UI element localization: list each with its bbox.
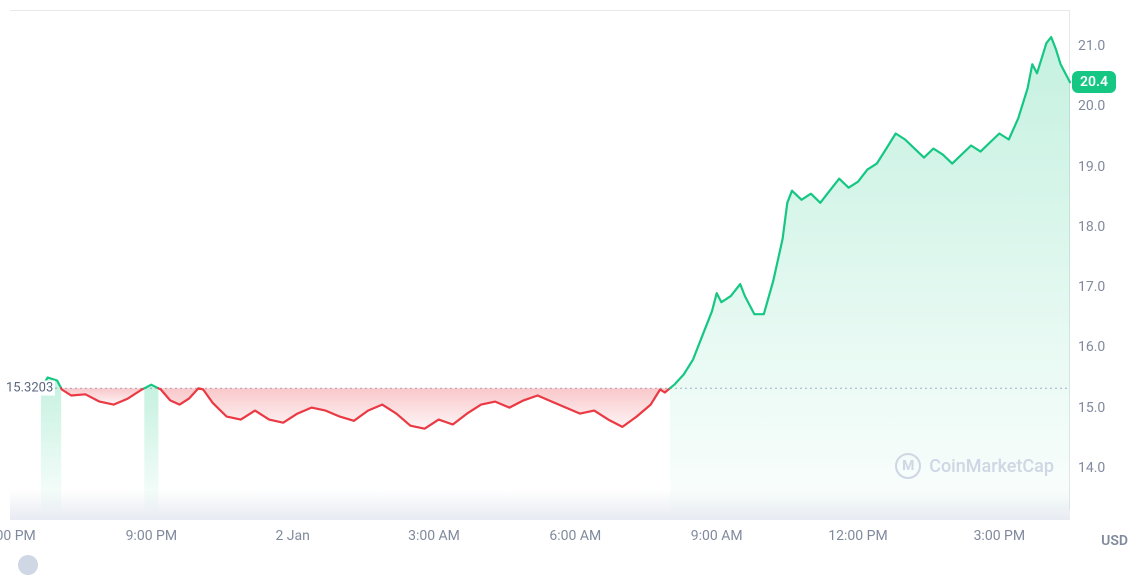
y-tick-label: 18.0 (1078, 219, 1105, 235)
current-price-badge: 20.4 (1072, 71, 1116, 93)
x-tick-label: 3:00 AM (408, 528, 460, 544)
x-tick-label: 9:00 AM (691, 528, 743, 544)
x-tick-label: 12:00 PM (828, 528, 887, 544)
baseline-value-label: 15.3203 (4, 381, 55, 396)
price-chart: 14.0 15.0 16.0 17.0 18.0 19.0 20.0 21.0 6:00 PM… (0, 0, 1140, 579)
y-tick-label: 19.0 (1078, 159, 1105, 175)
x-tick-label: 2 Jan (275, 528, 309, 544)
y-tick-label: 21.0 (1078, 38, 1105, 54)
y-tick-label: 16.0 (1078, 339, 1105, 355)
y-tick-label: 20.0 (1078, 98, 1105, 114)
x-tick-label: 6:00 PM (0, 528, 36, 544)
price-line-svg (10, 10, 1070, 510)
x-axis: 6:00 PM9:00 PM2 Jan3:00 AM6:00 AM9:00 AM… (10, 520, 1070, 560)
x-tick-label: 9:00 PM (126, 528, 178, 544)
watermark: M CoinMarketCap (895, 453, 1054, 479)
watermark-text: CoinMarketCap (929, 456, 1054, 477)
x-tick-label: 3:00 PM (974, 528, 1026, 544)
coinmarketcap-logo-icon: M (895, 453, 921, 479)
x-tick-label: 6:00 AM (549, 528, 601, 544)
volume-strip (10, 490, 1070, 520)
y-tick-label: 14.0 (1078, 460, 1105, 476)
y-tick-label: 17.0 (1078, 279, 1105, 295)
currency-label: USD (1101, 533, 1128, 549)
y-tick-label: 15.0 (1078, 400, 1105, 416)
range-handle[interactable] (18, 555, 38, 575)
